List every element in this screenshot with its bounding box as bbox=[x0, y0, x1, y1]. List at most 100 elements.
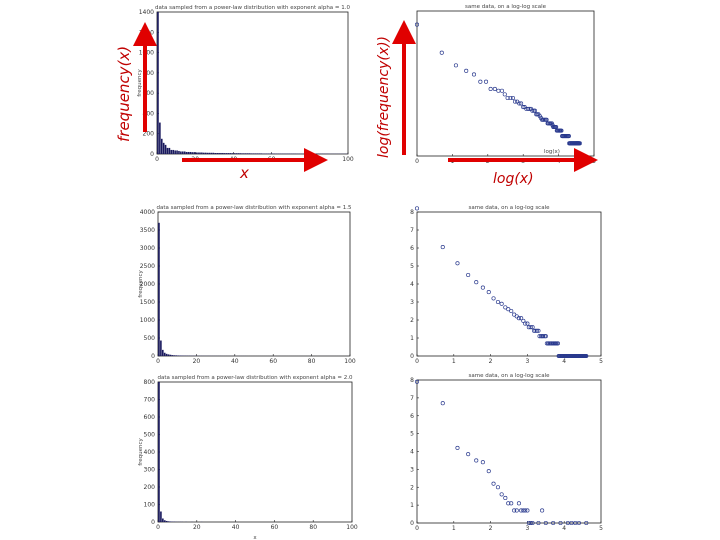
y-tick-label: 800 bbox=[143, 70, 155, 77]
scatter-point bbox=[464, 68, 469, 73]
y-tick-label: 3 bbox=[410, 466, 414, 473]
x-tick-label: 1 bbox=[452, 525, 456, 532]
histogram-bar bbox=[162, 142, 165, 154]
histogram-bar bbox=[248, 153, 251, 154]
y-tick-label: 2 bbox=[410, 317, 414, 324]
histogram-bar bbox=[246, 153, 249, 154]
scatter-point bbox=[440, 245, 445, 250]
y-tick-label: 3500 bbox=[140, 227, 155, 234]
histogram-bar bbox=[169, 521, 172, 522]
x-tick-label: 0 bbox=[415, 525, 419, 532]
scatter-point bbox=[506, 501, 511, 506]
charts-layer: data sampled from a power-law distributi… bbox=[137, 4, 603, 540]
y-tick-label: 600 bbox=[144, 414, 156, 421]
chart-title: data sampled from a power-law distributi… bbox=[155, 5, 351, 11]
x-tick-label: 0 bbox=[415, 158, 419, 165]
y-tick-label: 4000 bbox=[140, 209, 155, 216]
histogram-bar bbox=[233, 153, 236, 154]
x-tick-label: 2 bbox=[489, 358, 493, 365]
histogram-bar bbox=[218, 152, 220, 154]
scatter-point bbox=[453, 63, 458, 68]
scatter-point bbox=[530, 108, 535, 113]
scatter-point bbox=[514, 508, 519, 513]
histogram-bar bbox=[264, 153, 266, 154]
scatter-point bbox=[480, 460, 485, 465]
chart-hist_bot: data sampled from a power-law distributi… bbox=[138, 375, 358, 540]
scatter-point bbox=[502, 92, 507, 97]
histogram-bar bbox=[229, 153, 232, 154]
scatter-point bbox=[528, 520, 533, 526]
scatter-point bbox=[480, 285, 485, 290]
scatter-point bbox=[517, 101, 522, 106]
histogram-bar bbox=[179, 355, 181, 356]
annotation-ylabel-left: frequency(x) bbox=[115, 46, 133, 142]
histogram-bar bbox=[164, 144, 167, 154]
histogram-bar bbox=[168, 147, 171, 154]
scatter-point bbox=[488, 86, 493, 91]
histogram-bar bbox=[262, 153, 264, 154]
scatter-point bbox=[503, 495, 508, 501]
histogram-bar bbox=[224, 153, 226, 154]
scatter-point bbox=[584, 353, 589, 359]
legend-label: log(x) bbox=[544, 149, 560, 155]
histogram-bar bbox=[197, 152, 199, 154]
scatter-point bbox=[471, 72, 477, 77]
y-tick-label: 7 bbox=[410, 227, 414, 234]
scatter-point bbox=[577, 141, 582, 146]
histogram-bar bbox=[267, 153, 270, 154]
scatter-point bbox=[584, 520, 589, 526]
scatter-point bbox=[516, 501, 521, 506]
chart-title: data sampled from a power-law distributi… bbox=[157, 375, 353, 381]
histogram-bar bbox=[235, 153, 238, 154]
annotation-xlabel-right: log(x) bbox=[493, 171, 534, 187]
histogram-bar bbox=[165, 520, 168, 522]
histogram-bar bbox=[160, 340, 162, 356]
scatter-point bbox=[509, 501, 514, 506]
y-tick-label: 400 bbox=[143, 110, 155, 117]
scatter-point bbox=[519, 316, 524, 321]
histogram-bar bbox=[220, 152, 222, 154]
scatter-point bbox=[554, 124, 559, 130]
x-tick-label: 60 bbox=[269, 358, 277, 365]
histogram-bar bbox=[227, 153, 230, 154]
y-tick-label: 200 bbox=[144, 484, 156, 491]
x-tick-label: 5 bbox=[599, 525, 603, 532]
scatter-point bbox=[499, 301, 504, 306]
histogram-bar bbox=[258, 153, 260, 154]
x-tick-label: 3 bbox=[525, 525, 529, 532]
scatter-point bbox=[508, 95, 513, 101]
scatter-point bbox=[576, 520, 581, 526]
histogram-bar bbox=[181, 151, 184, 154]
histogram-bar bbox=[250, 153, 253, 154]
chart-frame bbox=[416, 211, 602, 357]
x-tick-label: 5 bbox=[592, 158, 596, 165]
x-tick-label: 2 bbox=[489, 525, 493, 532]
histogram-bar bbox=[241, 153, 243, 154]
annotation-layer: frequency(x) log(frequency(x)) x log(x) bbox=[115, 20, 598, 187]
x-tick-label: 4 bbox=[562, 358, 566, 365]
chart-title: same data, on a log-log scale bbox=[465, 4, 547, 10]
histogram-bar bbox=[172, 149, 175, 154]
scatter-point bbox=[495, 299, 501, 305]
chart-frame bbox=[416, 10, 595, 157]
scatter-point bbox=[499, 492, 504, 497]
histogram-bar bbox=[160, 511, 162, 522]
histogram-bar bbox=[243, 153, 245, 154]
histogram-bar bbox=[159, 122, 161, 154]
scatter-point bbox=[510, 95, 515, 101]
y-tick-label: 7 bbox=[410, 395, 414, 402]
scatter-point bbox=[566, 134, 571, 139]
histogram-bar bbox=[185, 151, 188, 154]
x-tick-label: 4 bbox=[562, 525, 566, 532]
histogram-bar bbox=[162, 518, 164, 522]
scatter-point bbox=[536, 328, 541, 333]
scatter-point bbox=[536, 520, 541, 526]
histogram-bar bbox=[167, 354, 170, 356]
scatter-point bbox=[534, 328, 540, 333]
y-tick-label: 5 bbox=[410, 263, 414, 270]
scatter-point bbox=[523, 508, 528, 513]
histogram-bar bbox=[239, 153, 241, 154]
y-tick-label: 3000 bbox=[140, 245, 155, 252]
y-tick-label: 500 bbox=[144, 432, 156, 439]
y-tick-label: 0 bbox=[151, 353, 155, 360]
